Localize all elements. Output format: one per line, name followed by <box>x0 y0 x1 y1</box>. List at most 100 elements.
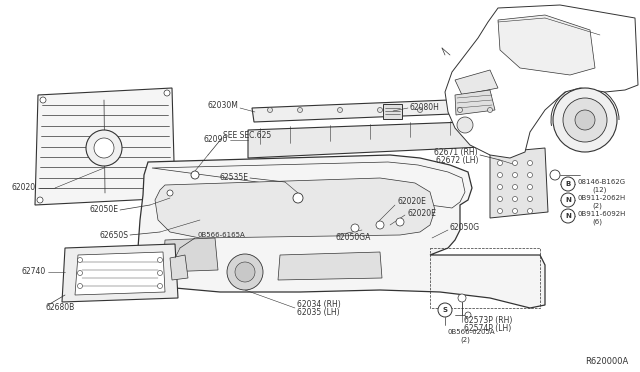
Text: 62035 (LH): 62035 (LH) <box>297 308 340 317</box>
Text: 62535E: 62535E <box>219 173 248 183</box>
Text: 08146-B162G: 08146-B162G <box>577 179 625 185</box>
Circle shape <box>438 303 452 317</box>
Polygon shape <box>252 98 502 122</box>
Circle shape <box>553 88 617 152</box>
Circle shape <box>458 294 466 302</box>
Circle shape <box>77 257 83 263</box>
Text: S: S <box>442 307 447 313</box>
Circle shape <box>513 196 518 202</box>
Circle shape <box>378 108 383 112</box>
Circle shape <box>376 221 384 229</box>
Text: 62034 (RH): 62034 (RH) <box>297 301 340 310</box>
Polygon shape <box>248 120 524 158</box>
Text: 0B911-6092H: 0B911-6092H <box>577 211 625 217</box>
Text: 62050G: 62050G <box>450 224 480 232</box>
Text: R620000A: R620000A <box>585 357 628 366</box>
Polygon shape <box>383 104 402 119</box>
Text: 62080H: 62080H <box>410 103 440 112</box>
Circle shape <box>235 262 255 282</box>
Circle shape <box>268 108 273 112</box>
Polygon shape <box>498 15 595 75</box>
Text: 62050GA: 62050GA <box>336 234 371 243</box>
Circle shape <box>497 196 502 202</box>
Text: 62020: 62020 <box>12 183 36 192</box>
Text: B: B <box>565 181 571 187</box>
Polygon shape <box>455 70 498 95</box>
Circle shape <box>513 208 518 214</box>
Circle shape <box>351 224 359 232</box>
Polygon shape <box>163 238 218 272</box>
Text: 0B566-6205A: 0B566-6205A <box>447 329 495 335</box>
Text: 62050E: 62050E <box>89 205 118 215</box>
Circle shape <box>497 173 502 177</box>
Text: (6): (6) <box>592 219 602 225</box>
Polygon shape <box>170 255 188 280</box>
Circle shape <box>458 108 463 112</box>
Text: 62740: 62740 <box>22 267 46 276</box>
Text: 62030M: 62030M <box>207 102 238 110</box>
Circle shape <box>513 160 518 166</box>
Text: 62650S: 62650S <box>99 231 128 240</box>
Circle shape <box>77 270 83 276</box>
Circle shape <box>497 185 502 189</box>
Circle shape <box>527 208 532 214</box>
Text: 62574P (LH): 62574P (LH) <box>464 324 511 334</box>
Polygon shape <box>35 88 175 205</box>
Circle shape <box>396 218 404 226</box>
Circle shape <box>561 193 575 207</box>
Text: N: N <box>565 213 571 219</box>
Circle shape <box>575 110 595 130</box>
Circle shape <box>497 208 502 214</box>
Circle shape <box>527 173 532 177</box>
Text: 62573P (RH): 62573P (RH) <box>464 315 513 324</box>
Text: (12): (12) <box>592 187 606 193</box>
Circle shape <box>527 185 532 189</box>
Polygon shape <box>62 244 178 302</box>
Circle shape <box>293 193 303 203</box>
Polygon shape <box>155 178 435 238</box>
Circle shape <box>77 283 83 289</box>
Circle shape <box>337 108 342 112</box>
Text: N: N <box>565 197 571 203</box>
Circle shape <box>167 190 173 196</box>
Polygon shape <box>138 155 545 308</box>
Text: (2): (2) <box>460 337 470 343</box>
Polygon shape <box>278 252 382 280</box>
Polygon shape <box>75 252 165 295</box>
Circle shape <box>527 196 532 202</box>
Text: 62671 (RH): 62671 (RH) <box>435 148 478 157</box>
Circle shape <box>94 138 114 158</box>
Text: 62020E: 62020E <box>397 198 426 206</box>
Circle shape <box>157 283 163 289</box>
Text: 62672 (LH): 62672 (LH) <box>435 157 478 166</box>
Polygon shape <box>445 5 638 158</box>
Text: (2): (2) <box>592 203 602 209</box>
Circle shape <box>157 257 163 263</box>
Circle shape <box>164 90 170 96</box>
Polygon shape <box>490 148 548 218</box>
Circle shape <box>488 108 493 112</box>
Circle shape <box>561 177 575 191</box>
Circle shape <box>561 209 575 223</box>
Circle shape <box>527 160 532 166</box>
Polygon shape <box>455 90 495 115</box>
Circle shape <box>37 197 43 203</box>
Circle shape <box>227 254 263 290</box>
Circle shape <box>513 173 518 177</box>
Circle shape <box>157 270 163 276</box>
Circle shape <box>457 117 473 133</box>
Text: 0B911-2062H: 0B911-2062H <box>577 195 625 201</box>
Text: 62020E: 62020E <box>407 209 436 218</box>
Text: SEE SEC.625: SEE SEC.625 <box>223 131 271 141</box>
Circle shape <box>563 98 607 142</box>
Circle shape <box>497 160 502 166</box>
Text: 0B566-6165A: 0B566-6165A <box>197 232 244 238</box>
Circle shape <box>550 170 560 180</box>
Circle shape <box>86 130 122 166</box>
Circle shape <box>513 185 518 189</box>
Circle shape <box>40 97 46 103</box>
Circle shape <box>298 108 303 112</box>
Circle shape <box>417 108 422 112</box>
Text: 62680B: 62680B <box>46 304 76 312</box>
Circle shape <box>465 312 471 318</box>
